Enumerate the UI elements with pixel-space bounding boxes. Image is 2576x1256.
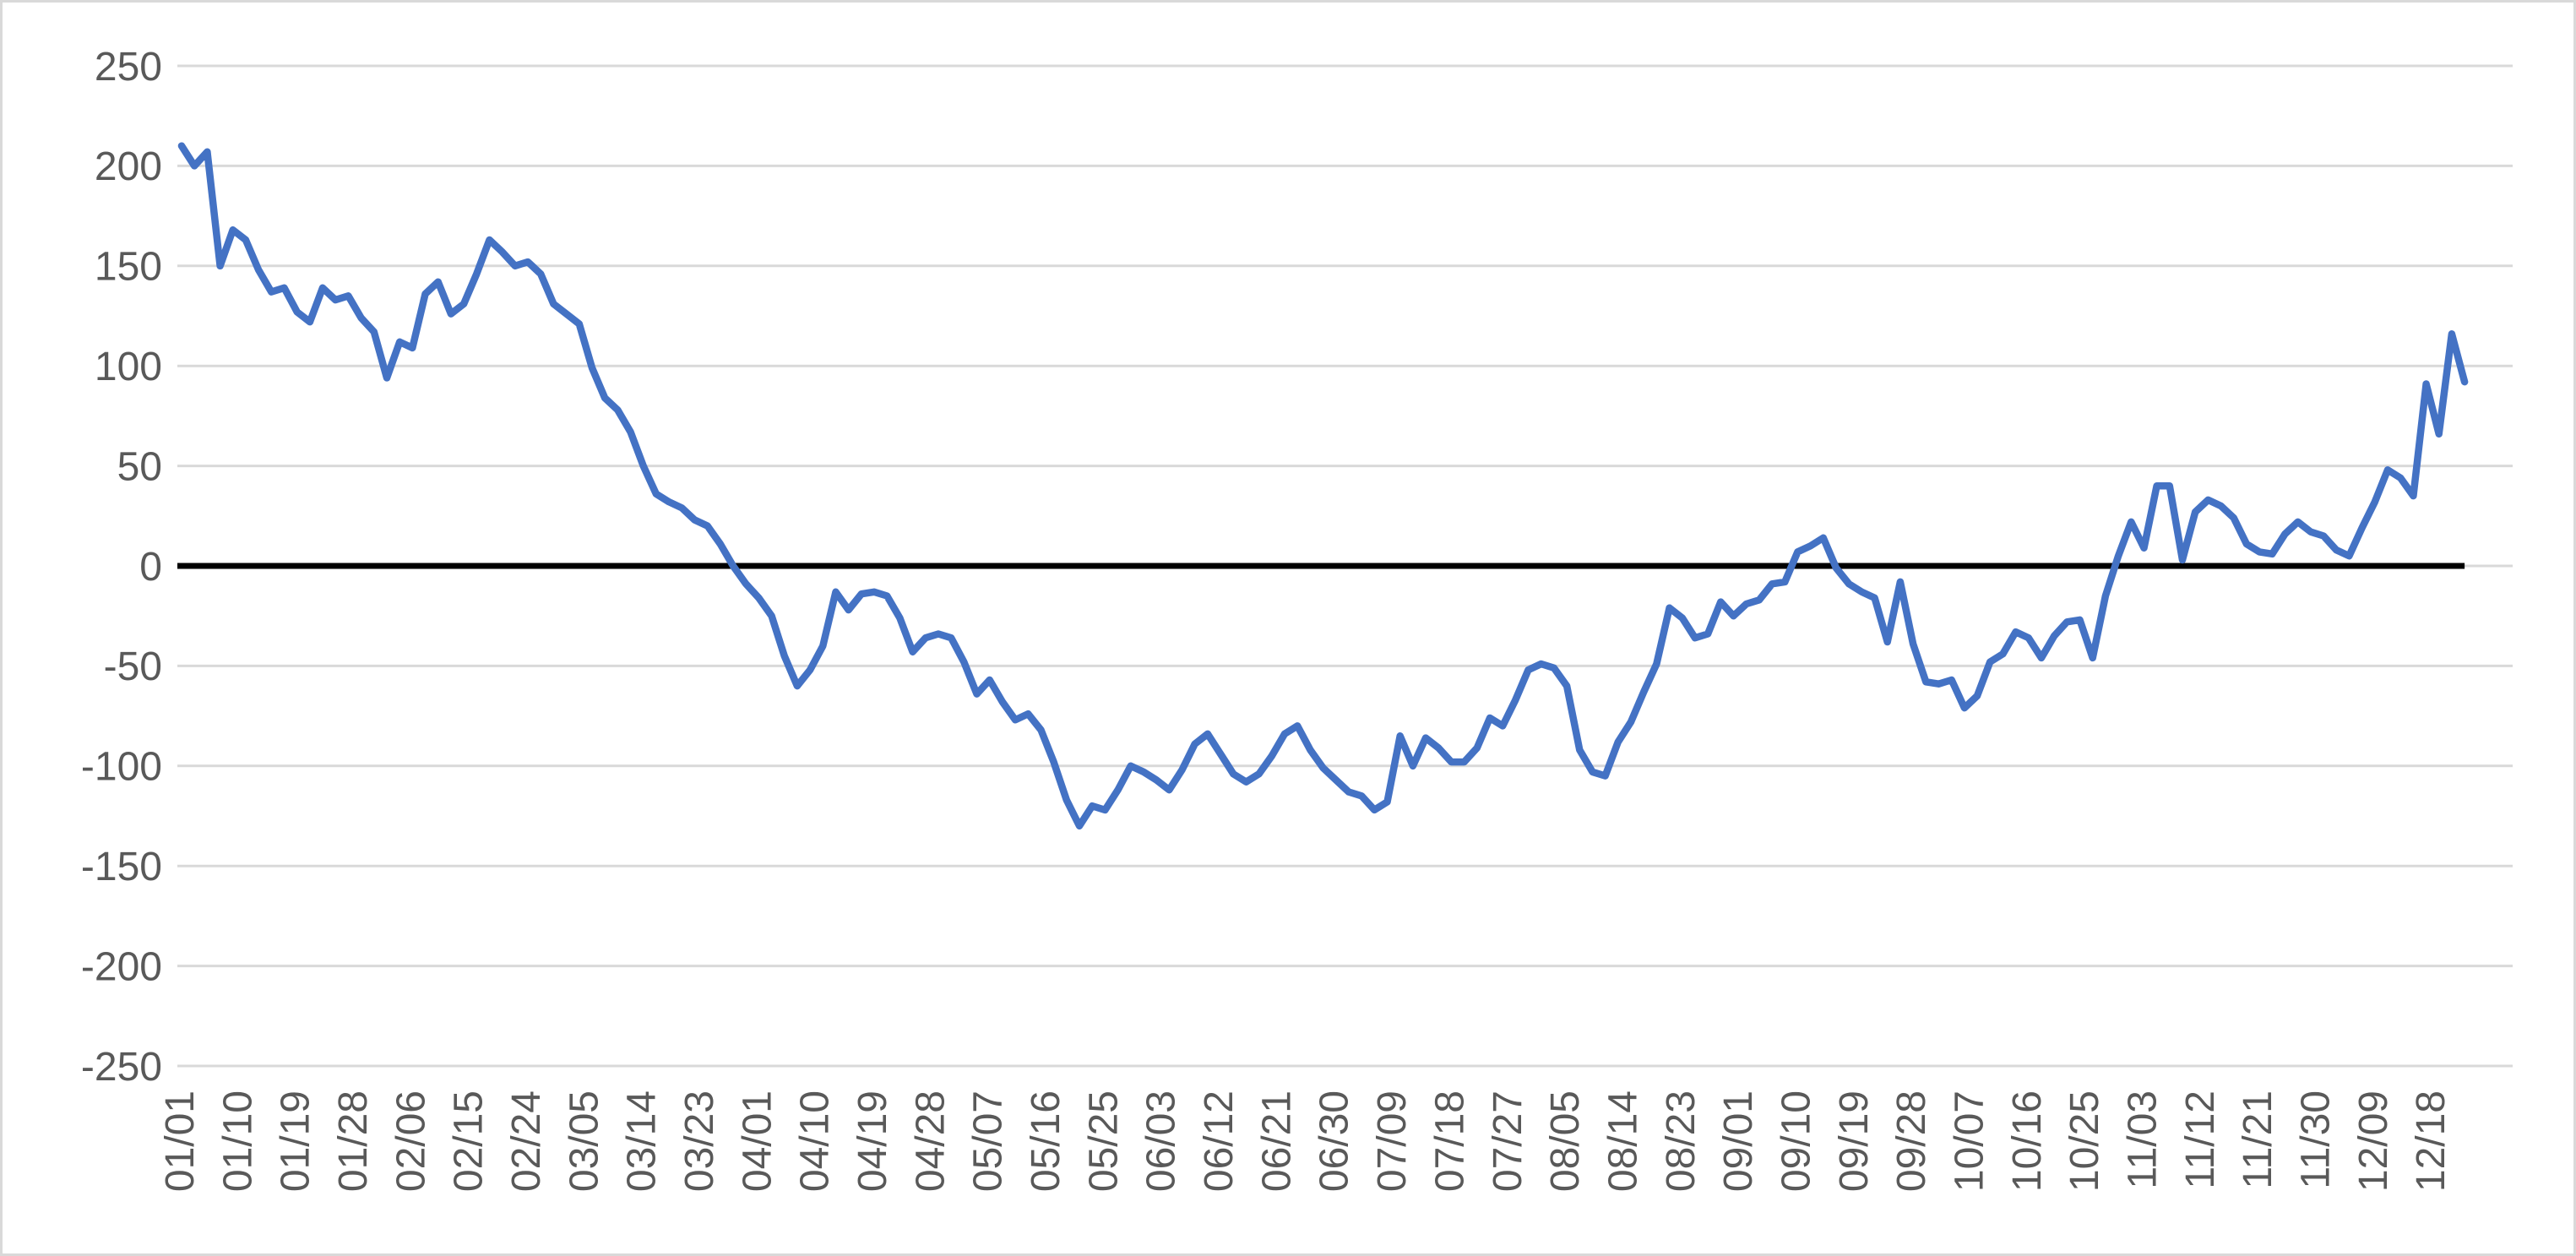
x-tick-label: 10/07 xyxy=(1947,1090,1992,1192)
x-tick-label: 09/28 xyxy=(1889,1090,1934,1192)
x-tick-label: 02/06 xyxy=(389,1090,433,1192)
x-tick-label: 08/05 xyxy=(1543,1090,1588,1192)
x-tick-label: 08/14 xyxy=(1600,1090,1645,1192)
y-tick-label: 250 xyxy=(95,45,162,90)
x-tick-label: 09/10 xyxy=(1774,1090,1818,1192)
x-tick-label: 02/15 xyxy=(447,1090,492,1192)
x-tick-label: 06/03 xyxy=(1139,1090,1184,1192)
y-axis-labels: 250 200 150 100 50 0 -50 -100 -150 -200 -250 xyxy=(81,45,162,1090)
y-tick-label: 150 xyxy=(95,245,162,290)
x-tick-label: 10/25 xyxy=(2062,1090,2107,1192)
x-tick-label: 11/12 xyxy=(2178,1090,2223,1189)
x-tick-label: 01/19 xyxy=(274,1090,318,1192)
x-tick-label: 03/14 xyxy=(620,1090,665,1192)
y-tick-label: -200 xyxy=(81,944,162,989)
x-axis-labels: 01/01 01/10 01/19 01/28 02/06 02/15 02/24 03/05… xyxy=(158,1090,2454,1192)
x-tick-label: 06/12 xyxy=(1197,1090,1242,1192)
x-tick-label: 05/07 xyxy=(966,1090,1011,1192)
x-tick-label: 12/18 xyxy=(2409,1090,2454,1192)
x-tick-label: 11/30 xyxy=(2294,1090,2339,1189)
x-tick-label: 09/19 xyxy=(1832,1090,1877,1192)
x-tick-label: 07/09 xyxy=(1370,1090,1415,1192)
y-tick-label: 100 xyxy=(95,345,162,389)
x-tick-label: 06/30 xyxy=(1312,1090,1357,1192)
y-tick-label: -50 xyxy=(104,644,162,689)
x-tick-label: 03/23 xyxy=(677,1090,722,1192)
x-tick-label: 04/28 xyxy=(908,1090,953,1192)
x-tick-label: 10/16 xyxy=(2005,1090,2050,1192)
x-tick-label: 04/10 xyxy=(793,1090,838,1192)
y-tick-label: 50 xyxy=(117,444,162,489)
y-tick-label: -250 xyxy=(81,1045,162,1090)
x-tick-label: 07/18 xyxy=(1427,1090,1472,1192)
y-tick-label: -150 xyxy=(81,845,162,889)
x-tick-label: 01/01 xyxy=(158,1090,203,1192)
x-tick-label: 06/21 xyxy=(1254,1090,1299,1192)
data-series-line xyxy=(177,142,2469,830)
x-tick-label: 12/09 xyxy=(2351,1090,2396,1192)
y-tick-label: -100 xyxy=(81,745,162,790)
x-tick-label: 08/23 xyxy=(1659,1090,1704,1192)
x-tick-label: 05/16 xyxy=(1024,1090,1068,1192)
x-tick-label: 03/05 xyxy=(562,1090,606,1192)
x-tick-label: 04/01 xyxy=(735,1090,780,1192)
x-tick-label: 07/27 xyxy=(1486,1090,1530,1192)
x-tick-label: 02/24 xyxy=(504,1090,549,1192)
x-tick-label: 11/03 xyxy=(2121,1090,2166,1189)
x-tick-label: 04/19 xyxy=(851,1090,895,1192)
x-tick-label: 05/25 xyxy=(1081,1090,1126,1192)
x-tick-label: 01/28 xyxy=(331,1090,376,1192)
x-tick-label: 11/21 xyxy=(2236,1090,2280,1189)
y-tick-label: 0 xyxy=(139,545,162,590)
x-tick-label: 01/10 xyxy=(215,1090,260,1192)
x-tick-label: 09/01 xyxy=(1716,1090,1761,1192)
y-tick-label: 200 xyxy=(95,144,162,189)
